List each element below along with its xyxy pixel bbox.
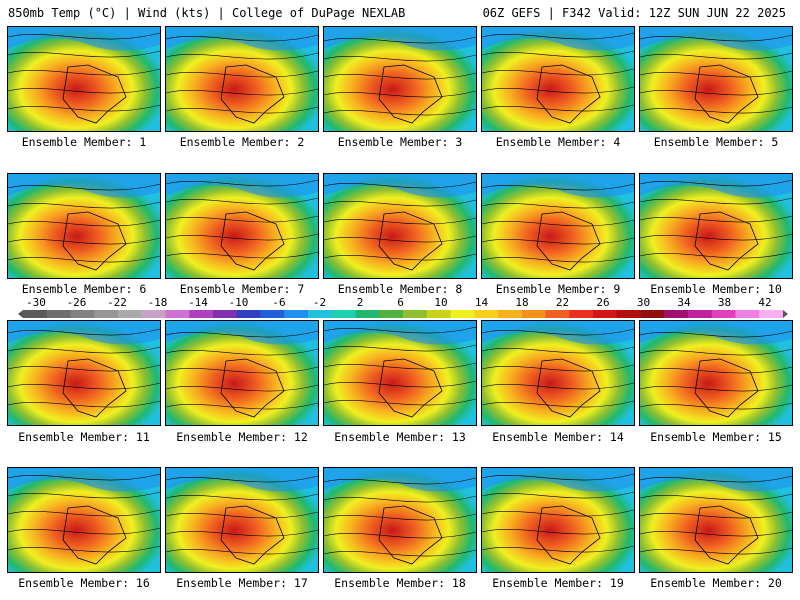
colorbar-segment bbox=[474, 310, 499, 318]
colorbar-segment bbox=[426, 310, 451, 318]
ensemble-member-map bbox=[639, 320, 793, 426]
colorbar-tick-label: 22 bbox=[555, 296, 570, 309]
colorbar-segment bbox=[498, 310, 523, 318]
colorbar-segment bbox=[23, 310, 48, 318]
colorbar-segment bbox=[165, 310, 190, 318]
colorbar-tick-label: 6 bbox=[397, 296, 404, 309]
colorbar-segment bbox=[403, 310, 428, 318]
ensemble-member-label: Ensemble Member: 16 bbox=[18, 576, 150, 590]
ensemble-member-label: Ensemble Member: 4 bbox=[495, 135, 621, 149]
colorbar-segment bbox=[46, 310, 71, 318]
colorbar-tick-label: 30 bbox=[636, 296, 651, 309]
colorbar-tick-label: 18 bbox=[515, 296, 529, 309]
colorbar-segment bbox=[284, 310, 309, 318]
colorbar-segment bbox=[664, 310, 689, 318]
colorbar-segment bbox=[545, 310, 570, 318]
colorbar-scale bbox=[18, 310, 788, 318]
colorbar-tick-label: 26 bbox=[596, 296, 610, 309]
ensemble-member-label: Ensemble Member: 6 bbox=[21, 282, 147, 296]
ensemble-member-label: Ensemble Member: 17 bbox=[176, 576, 308, 590]
colorbar-tick-label: 10 bbox=[434, 296, 448, 309]
colorbar-segment bbox=[569, 310, 594, 318]
ensemble-member-label: Ensemble Member: 3 bbox=[337, 135, 463, 149]
colorbar-tick-label: -2 bbox=[312, 296, 327, 309]
ensemble-member-map bbox=[323, 467, 477, 573]
ensemble-member-label: Ensemble Member: 18 bbox=[334, 576, 466, 590]
colorbar-tick-label: -30 bbox=[26, 296, 46, 309]
colorbar-segment bbox=[189, 310, 214, 318]
ensemble-member-map bbox=[481, 173, 635, 279]
colorbar-tick-label: 38 bbox=[717, 296, 732, 309]
colorbar-arrow bbox=[783, 310, 788, 318]
ensemble-member-label: Ensemble Member: 14 bbox=[492, 430, 624, 444]
ensemble-member-map bbox=[7, 320, 161, 426]
ensemble-member-label: Ensemble Member: 12 bbox=[176, 430, 308, 444]
ensemble-member-label: Ensemble Member: 2 bbox=[179, 135, 305, 149]
ensemble-member-label: Ensemble Member: 19 bbox=[492, 576, 624, 590]
colorbar-tick-label: -6 bbox=[272, 296, 286, 309]
ensemble-member-map bbox=[639, 467, 793, 573]
ensemble-member-map bbox=[7, 26, 161, 132]
colorbar-tick-label: -14 bbox=[188, 296, 208, 309]
colorbar-segment bbox=[521, 310, 546, 318]
ensemble-member-map bbox=[165, 467, 319, 573]
ensemble-member-label: Ensemble Member: 13 bbox=[334, 430, 466, 444]
colorbar-segment bbox=[141, 310, 166, 318]
ensemble-member-map bbox=[639, 173, 793, 279]
ensemble-member-map bbox=[7, 173, 161, 279]
colorbar-tick-label: -10 bbox=[228, 296, 249, 309]
header-run-valid-time: 06Z GEFS | F342 Valid: 12Z SUN JUN 22 20… bbox=[482, 6, 786, 20]
colorbar-segment bbox=[688, 310, 713, 318]
ensemble-member-map bbox=[481, 320, 635, 426]
ensemble-member-map bbox=[481, 467, 635, 573]
colorbar-segment bbox=[759, 310, 784, 318]
ensemble-member-label: Ensemble Member: 8 bbox=[337, 282, 463, 296]
ensemble-member-label: Ensemble Member: 1 bbox=[21, 135, 147, 149]
ensemble-member-label: Ensemble Member: 10 bbox=[650, 282, 782, 296]
colorbar-tick-label: -18 bbox=[147, 296, 168, 309]
ensemble-member-map bbox=[7, 467, 161, 573]
ensemble-member-label: Ensemble Member: 7 bbox=[179, 282, 305, 296]
colorbar-tick-label: 42 bbox=[758, 296, 772, 309]
colorbar-segment bbox=[640, 310, 665, 318]
temperature-colorbar: -30 -26 -22 -18 -14 -10 -6 -2 2 6 10 14 18 22 26 30 34 38… bbox=[18, 296, 788, 320]
ensemble-member-label: Ensemble Member: 9 bbox=[495, 282, 621, 296]
ensemble-member-label: Ensemble Member: 20 bbox=[650, 576, 782, 590]
ensemble-member-label: Ensemble Member: 5 bbox=[653, 135, 779, 149]
ensemble-member-map bbox=[639, 26, 793, 132]
colorbar-tick-label: 2 bbox=[356, 296, 364, 309]
colorbar-segment bbox=[379, 310, 404, 318]
colorbar-segment bbox=[355, 310, 380, 318]
ensemble-member-label: Ensemble Member: 11 bbox=[18, 430, 150, 444]
colorbar-arrow bbox=[18, 310, 23, 318]
colorbar-segment bbox=[94, 310, 119, 318]
colorbar-segment bbox=[593, 310, 618, 318]
colorbar-tick-label: 14 bbox=[474, 296, 489, 309]
ensemble-member-map bbox=[165, 26, 319, 132]
ensemble-member-map bbox=[323, 173, 477, 279]
colorbar-segment bbox=[616, 310, 641, 318]
colorbar-segment bbox=[213, 310, 238, 318]
ensemble-member-map bbox=[323, 320, 477, 426]
ensemble-member-map bbox=[165, 173, 319, 279]
colorbar-segment bbox=[450, 310, 475, 318]
map-header: 850mb Temp (°C) | Wind (kts) | College o… bbox=[0, 0, 800, 22]
ensemble-member-map bbox=[165, 320, 319, 426]
colorbar-segment bbox=[260, 310, 285, 318]
ensemble-member-map bbox=[323, 26, 477, 132]
colorbar-tick-label: 34 bbox=[677, 296, 691, 309]
colorbar-segment bbox=[331, 310, 356, 318]
colorbar-segment bbox=[70, 310, 95, 318]
colorbar-segment bbox=[735, 310, 760, 318]
colorbar-tick-label: -26 bbox=[66, 296, 87, 309]
ensemble-member-map bbox=[481, 26, 635, 132]
colorbar-segment bbox=[711, 310, 736, 318]
header-product-title: 850mb Temp (°C) | Wind (kts) | College o… bbox=[8, 6, 406, 20]
colorbar-tick-label: -22 bbox=[107, 296, 127, 309]
ensemble-member-label: Ensemble Member: 15 bbox=[650, 430, 782, 444]
colorbar-segment bbox=[236, 310, 261, 318]
colorbar-segment bbox=[118, 310, 143, 318]
colorbar-segment bbox=[308, 310, 333, 318]
